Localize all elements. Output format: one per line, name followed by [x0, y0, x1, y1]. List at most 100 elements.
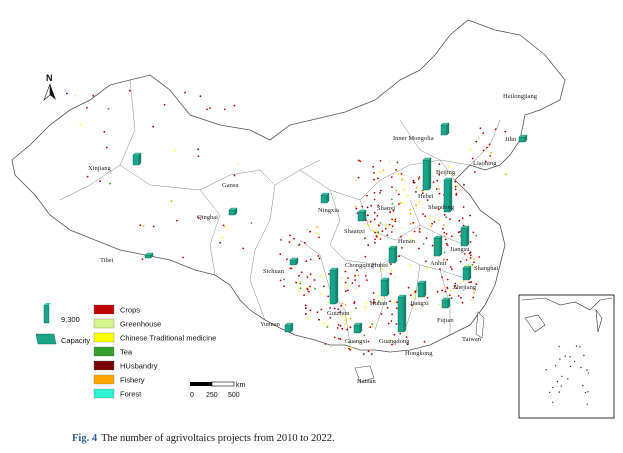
project-point	[279, 253, 282, 256]
project-point	[422, 243, 425, 245]
capacity-bar	[433, 237, 441, 257]
project-point	[330, 345, 332, 348]
scale-bar: km 0 250 500	[190, 381, 246, 399]
project-point	[449, 218, 451, 221]
legend-category-label: Crops	[120, 306, 140, 315]
figure-label: Fig. 4	[72, 433, 98, 444]
project-point	[299, 281, 302, 284]
project-point	[412, 221, 415, 224]
project-point	[400, 173, 403, 175]
label-heilongjiang: Heilongjiang	[503, 93, 538, 100]
capacity-bar	[353, 324, 361, 334]
project-point	[349, 326, 352, 329]
project-point	[170, 200, 173, 203]
project-point	[236, 163, 239, 166]
project-point	[367, 350, 370, 353]
project-point	[443, 235, 446, 238]
project-point	[351, 282, 354, 284]
project-point	[430, 225, 433, 228]
project-point	[308, 290, 310, 293]
capacity-bar	[422, 159, 430, 191]
label-sichuan: Sichuan	[263, 268, 285, 275]
project-point	[377, 231, 380, 234]
project-point	[354, 279, 357, 281]
project-point	[473, 291, 476, 294]
project-point	[482, 132, 485, 135]
label-guangdong: Guangdong	[379, 338, 410, 345]
project-point	[398, 193, 400, 196]
project-point	[371, 229, 374, 232]
project-point	[390, 176, 393, 179]
project-point	[369, 300, 372, 303]
project-point	[355, 179, 357, 182]
project-point	[280, 239, 282, 241]
project-point	[304, 307, 307, 310]
project-point	[443, 213, 446, 216]
project-point	[447, 166, 450, 168]
project-point	[471, 263, 474, 266]
project-point	[377, 300, 380, 303]
project-point	[460, 296, 462, 299]
label-guangxi: Guangxi	[345, 338, 368, 345]
project-point	[304, 241, 306, 244]
project-point	[375, 229, 378, 232]
project-point	[422, 213, 424, 216]
project-point	[354, 274, 356, 277]
project-point	[364, 306, 367, 308]
project-point	[399, 332, 402, 335]
project-point	[295, 281, 297, 284]
label-hongkong: Hongkong	[405, 350, 433, 357]
project-point	[475, 140, 478, 143]
label-anhui: Anhui	[430, 260, 446, 267]
project-point	[395, 189, 398, 192]
legend-category-label: Chinese Traditional medicine	[120, 334, 216, 343]
project-point	[309, 285, 311, 288]
label-shanxi: Shanxi	[377, 205, 395, 212]
project-point	[456, 185, 459, 188]
project-point	[197, 216, 200, 219]
project-point	[324, 343, 327, 345]
project-point	[357, 274, 360, 276]
project-point	[286, 258, 288, 261]
project-point	[388, 160, 391, 163]
project-point	[379, 192, 381, 194]
project-point	[391, 225, 394, 228]
project-point	[419, 302, 422, 305]
project-point	[373, 198, 376, 201]
project-point	[315, 232, 318, 235]
project-point	[402, 177, 405, 180]
project-point	[432, 181, 435, 184]
scale-tick-0: 0	[190, 392, 194, 399]
project-point	[377, 177, 379, 180]
capacity-bar	[144, 254, 152, 259]
project-point	[392, 209, 395, 212]
project-point	[309, 258, 312, 261]
label-shanghai: Shanghai	[474, 265, 498, 272]
project-point	[369, 220, 372, 223]
project-point	[367, 223, 369, 226]
project-point	[396, 301, 398, 304]
project-point	[309, 273, 312, 276]
legend-bar-value: 9,300	[61, 315, 80, 324]
project-point	[152, 125, 155, 128]
project-point	[209, 107, 212, 109]
project-point	[453, 285, 456, 288]
label-guizhou: Guizhou	[327, 310, 350, 317]
project-point	[86, 175, 89, 178]
project-point	[365, 279, 368, 281]
project-point	[357, 159, 360, 162]
project-point	[306, 276, 309, 278]
capacity-bar	[462, 267, 470, 281]
project-point	[409, 212, 412, 215]
project-point	[363, 334, 366, 337]
project-point	[436, 179, 439, 182]
capacity-bar	[289, 259, 297, 266]
project-point	[359, 232, 361, 235]
label-gansu: Gansu	[222, 182, 239, 189]
project-point	[379, 238, 382, 240]
project-point	[316, 311, 319, 314]
project-point	[450, 297, 453, 299]
project-point	[303, 294, 305, 296]
project-point	[438, 192, 441, 195]
label-jiangxi: Jiangxi	[410, 300, 429, 307]
